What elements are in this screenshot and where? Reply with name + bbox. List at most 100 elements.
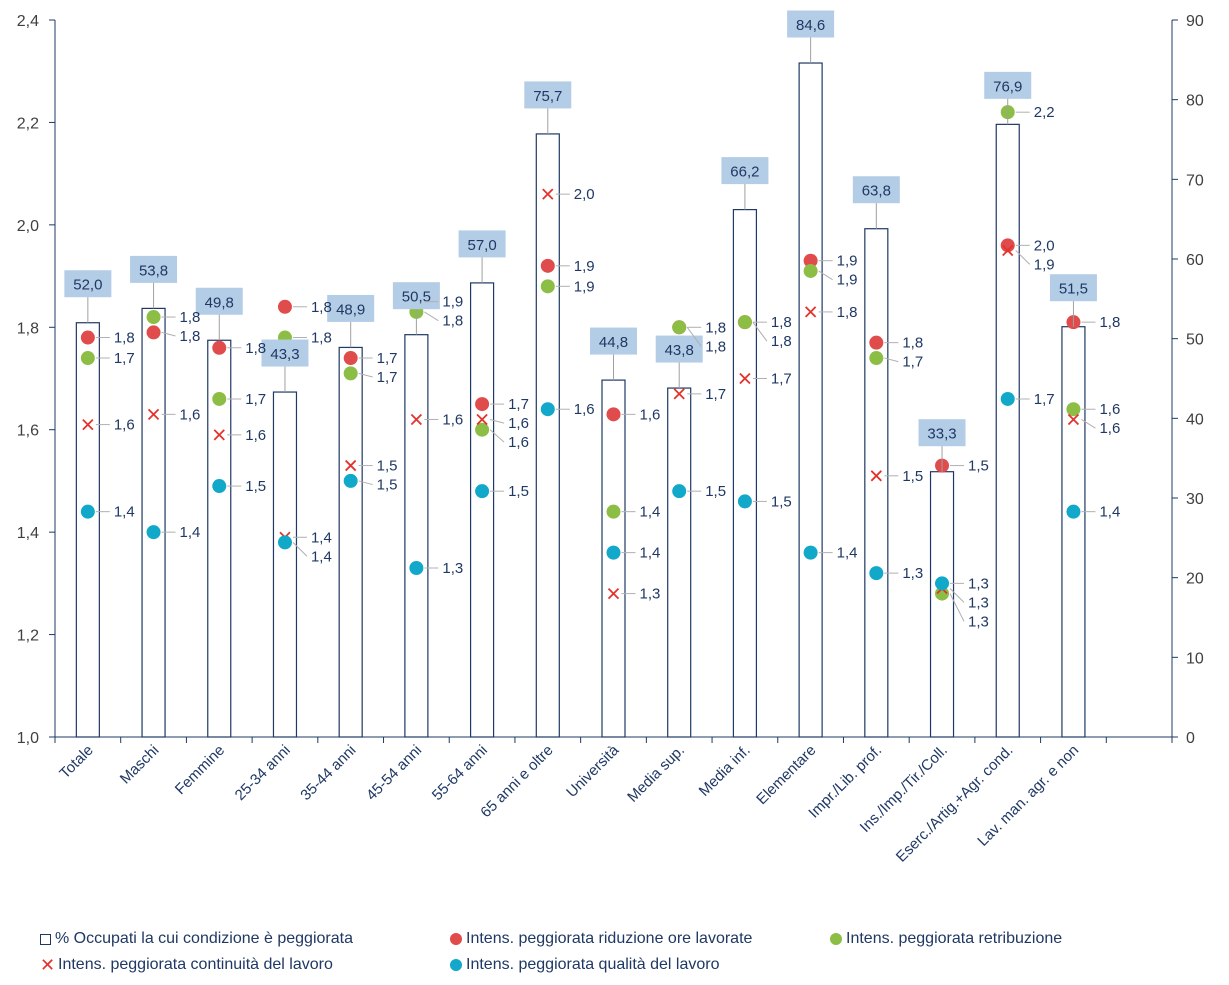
marker-value-label: 1,8 [705, 319, 726, 336]
continuita-marker [82, 418, 94, 431]
right-tick-label: 30 [1186, 491, 1204, 508]
marker-label-leader [949, 588, 965, 603]
marker-label-leader [884, 357, 899, 363]
marker-value-label: 1,3 [968, 575, 989, 592]
bar-label-box [458, 230, 506, 258]
bar [75, 322, 100, 738]
riduzione-ore-marker [803, 253, 818, 268]
bar-value-label: 53,8 [139, 262, 168, 279]
continuita-marker [345, 459, 357, 472]
marker-value-label: 1,7 [114, 350, 135, 367]
qualita-marker [146, 525, 161, 540]
marker-value-label: 1,3 [902, 565, 923, 582]
marker-value-label: 1,4 [837, 545, 858, 562]
continuita-marker [147, 408, 160, 420]
bar-label-box [524, 81, 572, 109]
qualita-marker [869, 566, 884, 581]
marker-label-leader [686, 326, 702, 347]
category-label: Femmine [172, 742, 228, 798]
marker-value-label: 1,9 [574, 258, 595, 275]
riduzione-ore-marker [146, 325, 161, 340]
bar-label-box [918, 419, 966, 447]
marker-value-label: 1,7 [377, 369, 398, 386]
marker-value-label: 1,7 [377, 350, 398, 367]
marker-value-label: 1,6 [114, 417, 135, 434]
marker-value-label: 1,7 [902, 354, 923, 371]
marker-value-label: 1,8 [311, 330, 332, 347]
continuita-marker [607, 587, 620, 600]
bar-value-label: 51,5 [1059, 281, 1088, 298]
marker-value-label: 1,6 [442, 411, 463, 428]
left-tick-label: 2,4 [17, 13, 39, 30]
right-tick-label: 0 [1186, 730, 1195, 747]
marker-value-label: 1,8 [902, 335, 923, 352]
marker-label-leader [489, 429, 505, 443]
bar-label-box [1049, 274, 1097, 302]
marker-label-leader [489, 418, 505, 424]
bar-value-label: 48,9 [336, 301, 365, 318]
bar-value-label: 76,9 [993, 78, 1022, 95]
bar [272, 391, 298, 738]
bar [798, 62, 823, 738]
legend-box-icon [40, 933, 51, 945]
marker-value-label: 1,4 [180, 524, 201, 541]
qualita-marker [737, 494, 752, 509]
marker-label-leader [161, 331, 176, 337]
right-tick-label: 70 [1186, 172, 1204, 189]
bar-value-label: 43,3 [270, 346, 299, 363]
qualita-marker [409, 560, 424, 575]
qualita-marker [540, 402, 555, 417]
marker-value-label: 1,6 [245, 427, 266, 444]
legend-item-continuita: ✕ Intens. peggiorata continuità del lavo… [40, 956, 333, 974]
continuita-marker [804, 306, 817, 318]
marker-value-label: 1,5 [902, 468, 923, 485]
bar-value-label: 75,7 [533, 88, 562, 105]
marker-label-leader [358, 372, 373, 378]
bar-label-box [984, 71, 1032, 99]
legend-label-qualita: Intens. peggiorata qualità del lavoro [466, 956, 720, 973]
marker-value-label: 1,8 [180, 328, 201, 345]
continuita-marker [870, 470, 882, 482]
continuita-marker [213, 429, 225, 441]
marker-value-label: 2,2 [1034, 104, 1055, 121]
riduzione-ore-marker [475, 397, 490, 412]
marker-value-label: 1,9 [1034, 256, 1055, 273]
marker-value-label: 1,8 [837, 304, 858, 321]
category-label: Eserc./Artig.+Agr. cond. [893, 742, 1017, 866]
bar [864, 228, 889, 738]
right-tick-label: 40 [1186, 411, 1204, 428]
qualita-marker [606, 545, 621, 560]
riduzione-ore-marker [343, 351, 358, 366]
labels-layer: 52,0 53,8 49,8 43,3 48,9 50,5 57,0 75,7 44,8 43,8… [64, 10, 1120, 630]
bar [469, 282, 495, 738]
left-tick-label: 2,2 [17, 115, 39, 132]
category-label: Totale [56, 742, 96, 782]
marker-value-label: 1,4 [1099, 504, 1120, 521]
right-tick-label: 90 [1186, 13, 1204, 30]
marker-label-leader [752, 321, 768, 342]
marker-label-leader [1081, 419, 1096, 429]
retribuzione-marker [212, 391, 227, 406]
bar-label-box [590, 327, 637, 355]
legend-item-retribuzione: Intens. peggiorata retribuzione [830, 930, 1062, 948]
bar-label-box [787, 10, 835, 38]
marker-label-leader [1015, 250, 1031, 265]
bar [338, 346, 363, 738]
qualita-marker [935, 576, 950, 591]
marker-value-label: 1,6 [508, 415, 529, 432]
retribuzione-marker [935, 586, 950, 601]
retribuzione-marker [869, 351, 884, 366]
marker-value-label: 1,6 [574, 401, 595, 418]
bar-value-label: 33,3 [927, 426, 956, 443]
bar-value-label: 49,8 [205, 294, 234, 311]
continuita-marker [476, 413, 488, 426]
riduzione-ore-marker [540, 258, 555, 273]
qualita-marker [475, 484, 490, 499]
bar-value-label: 57,0 [467, 237, 496, 254]
bar-label-box [852, 176, 900, 204]
marker-value-label: 1,8 [311, 299, 332, 316]
qualita-marker [277, 535, 292, 550]
bar-label-box [261, 339, 309, 367]
retribuzione-marker [803, 263, 818, 278]
continuita-marker [542, 188, 554, 200]
